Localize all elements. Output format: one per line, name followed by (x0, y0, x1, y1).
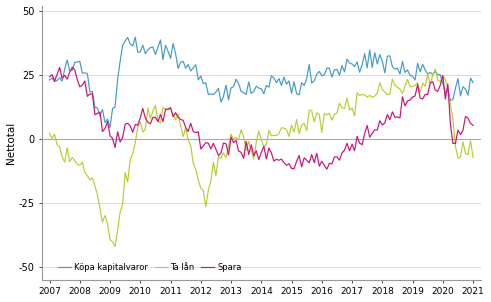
Ta lån (409, 85, 415, 88)
Spara (69, 65, 75, 69)
Y-axis label: Nettotal: Nettotal (5, 122, 16, 164)
Ta lån (387, 92, 393, 96)
Köpa kapitalvaror (412, 78, 418, 82)
Spara (216, 154, 221, 157)
Legend: Köpa kapitalvaror, Ta lån, Spara: Köpa kapitalvaror, Ta lån, Spara (55, 260, 245, 276)
Köpa kapitalvaror (455, 77, 461, 80)
Spara (412, 94, 418, 98)
Line: Spara: Spara (50, 67, 473, 169)
Ta lån (112, 245, 118, 249)
Spara (382, 121, 388, 125)
Spara (324, 167, 330, 171)
Köpa kapitalvaror (218, 100, 224, 104)
Line: Köpa kapitalvaror: Köpa kapitalvaror (50, 37, 473, 127)
Line: Ta lån: Ta lån (50, 69, 473, 247)
Ta lån (470, 156, 476, 159)
Ta lån (163, 107, 168, 111)
Spara (455, 128, 461, 132)
Köpa kapitalvaror (107, 126, 113, 129)
Spara (47, 75, 53, 79)
Köpa kapitalvaror (470, 81, 476, 85)
Köpa kapitalvaror (132, 35, 138, 39)
Köpa kapitalvaror (165, 49, 171, 53)
Ta lån (216, 155, 221, 159)
Köpa kapitalvaror (382, 71, 388, 75)
Köpa kapitalvaror (47, 78, 53, 82)
Köpa kapitalvaror (389, 65, 395, 69)
Spara (470, 124, 476, 127)
Spara (163, 108, 168, 111)
Ta lån (432, 67, 438, 71)
Spara (389, 110, 395, 114)
Ta lån (455, 156, 461, 160)
Ta lån (47, 131, 53, 135)
Ta lån (380, 87, 385, 91)
